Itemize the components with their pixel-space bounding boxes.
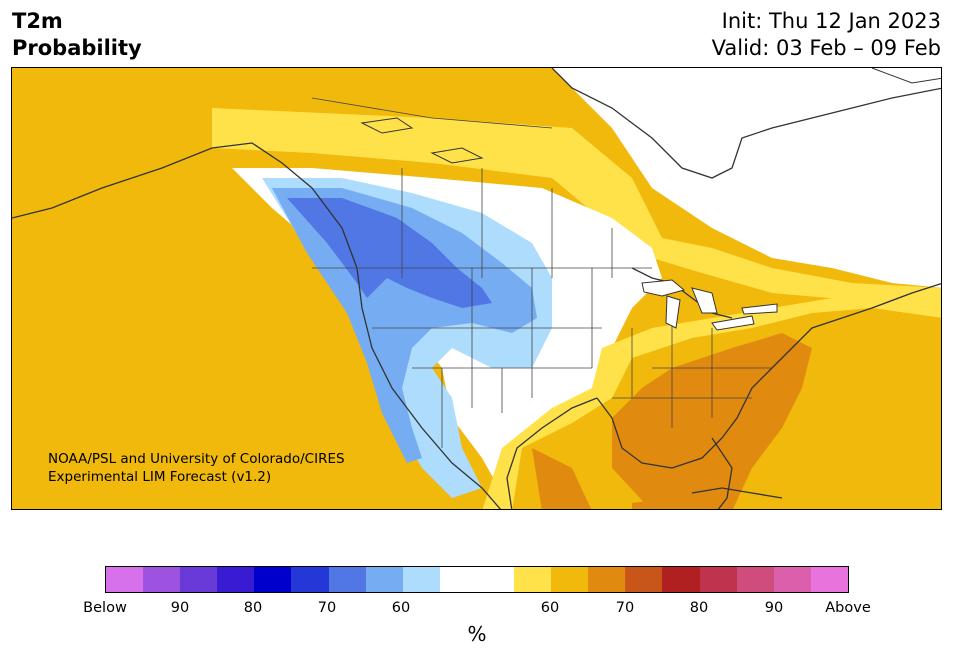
colorbar-swatch bbox=[217, 567, 255, 592]
colorbar-swatch bbox=[291, 567, 329, 592]
colorbar-tick-label: 60 bbox=[391, 600, 411, 616]
colorbar-tick-label: 80 bbox=[243, 600, 263, 616]
valid-date: Valid: 03 Feb – 09 Feb bbox=[711, 36, 941, 60]
init-date: Init: Thu 12 Jan 2023 bbox=[721, 9, 941, 33]
colorbar-tick-label: 70 bbox=[317, 600, 337, 616]
colorbar-swatch bbox=[143, 567, 181, 592]
neutral-east-canada bbox=[612, 68, 941, 268]
colorbar-swatch bbox=[106, 567, 144, 592]
colorbar-swatch bbox=[402, 567, 440, 592]
colorbar-unit: % bbox=[467, 622, 487, 646]
map-title: T2m Probability bbox=[12, 8, 142, 62]
colorbar-swatch bbox=[551, 567, 589, 592]
colorbar-swatch bbox=[180, 567, 218, 592]
colorbar-tick-label: Above bbox=[825, 600, 871, 616]
colorbar-swatch bbox=[514, 567, 552, 592]
canada-above-light bbox=[212, 108, 941, 308]
variable-label: T2m bbox=[12, 9, 63, 33]
colorbar-swatch bbox=[588, 567, 626, 592]
colorbar bbox=[105, 566, 849, 593]
credit-line-1: NOAA/PSL and University of Colorado/CIRE… bbox=[48, 451, 345, 467]
colorbar-swatch bbox=[662, 567, 700, 592]
colorbar-swatch bbox=[699, 567, 737, 592]
colorbar-tick-label: 60 bbox=[540, 600, 560, 616]
colorbar-swatch bbox=[328, 567, 366, 592]
mexico-above-strong bbox=[532, 448, 592, 509]
southeast-above-strong bbox=[612, 333, 812, 509]
colorbar-swatch bbox=[810, 567, 848, 592]
west-below-strong bbox=[287, 198, 492, 308]
colorbar-swatch bbox=[254, 567, 292, 592]
colorbar-swatch bbox=[625, 567, 663, 592]
colorbar-swatch bbox=[773, 567, 811, 592]
great-lakes bbox=[641, 279, 778, 331]
arctic-islands bbox=[360, 68, 941, 164]
caribbean-above-strong bbox=[632, 498, 689, 509]
state-borders bbox=[311, 97, 772, 448]
credit-line-2: Experimental LIM Forecast (v1.2) bbox=[48, 469, 272, 485]
colorbar-swatch bbox=[736, 567, 774, 592]
colorbar-tick-label: Below bbox=[83, 600, 127, 616]
colorbar-swatch bbox=[439, 567, 477, 592]
colorbar-swatch bbox=[476, 567, 515, 592]
colorbar-tick-label: 80 bbox=[689, 600, 709, 616]
subtitle-label: Probability bbox=[12, 36, 142, 60]
forecast-dates: Init: Thu 12 Jan 2023 Valid: 03 Feb – 09… bbox=[712, 8, 941, 62]
colorbar-tick-label: 90 bbox=[170, 600, 190, 616]
forecast-map bbox=[11, 67, 942, 510]
colorbar-tick-label: 70 bbox=[615, 600, 635, 616]
forecast-credit: NOAA/PSL and University of Colorado/CIRE… bbox=[48, 450, 345, 486]
colorbar-swatch bbox=[365, 567, 403, 592]
map-svg bbox=[12, 68, 941, 509]
colorbar-tick-label: 90 bbox=[764, 600, 784, 616]
